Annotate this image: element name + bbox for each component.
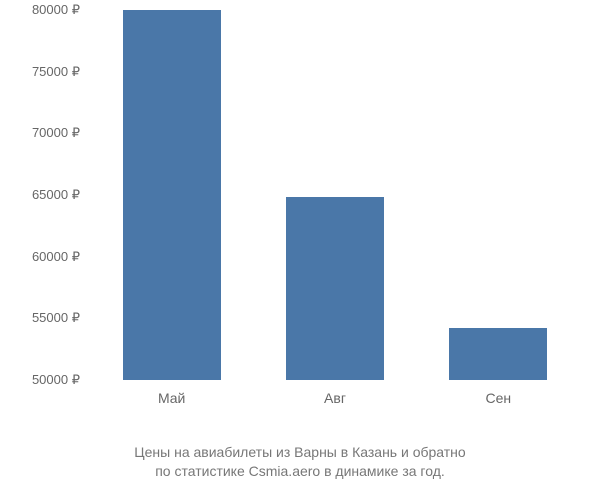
y-tick-label: 65000 ₽ [32, 187, 80, 203]
chart-caption: Цены на авиабилеты из Варны в Казань и о… [0, 443, 600, 482]
y-tick-label: 75000 ₽ [32, 64, 80, 80]
x-tick-label: Сен [486, 390, 512, 406]
caption-line-2: по статистике Csmia.aero в динамике за г… [155, 463, 445, 479]
x-tick-label: Авг [324, 390, 346, 406]
y-tick-label: 55000 ₽ [32, 310, 80, 326]
chart-bar [123, 10, 221, 380]
chart-bar [449, 328, 547, 380]
x-tick-label: Май [158, 390, 185, 406]
caption-line-1: Цены на авиабилеты из Варны в Казань и о… [134, 444, 465, 460]
y-tick-label: 60000 ₽ [32, 249, 80, 265]
y-tick-label: 70000 ₽ [32, 125, 80, 141]
plot-area [90, 10, 580, 380]
bar-chart: 50000 ₽ 55000 ₽ 60000 ₽ 65000 ₽ 70000 ₽ 75000… [0, 0, 600, 430]
y-axis: 50000 ₽55000 ₽60000 ₽65000 ₽70000 ₽75000… [0, 10, 85, 380]
y-tick-label: 80000 ₽ [32, 2, 80, 18]
chart-bar [286, 197, 384, 380]
x-axis: Май Авг Сен [90, 385, 580, 415]
y-tick-label: 50000 ₽ [32, 372, 80, 388]
